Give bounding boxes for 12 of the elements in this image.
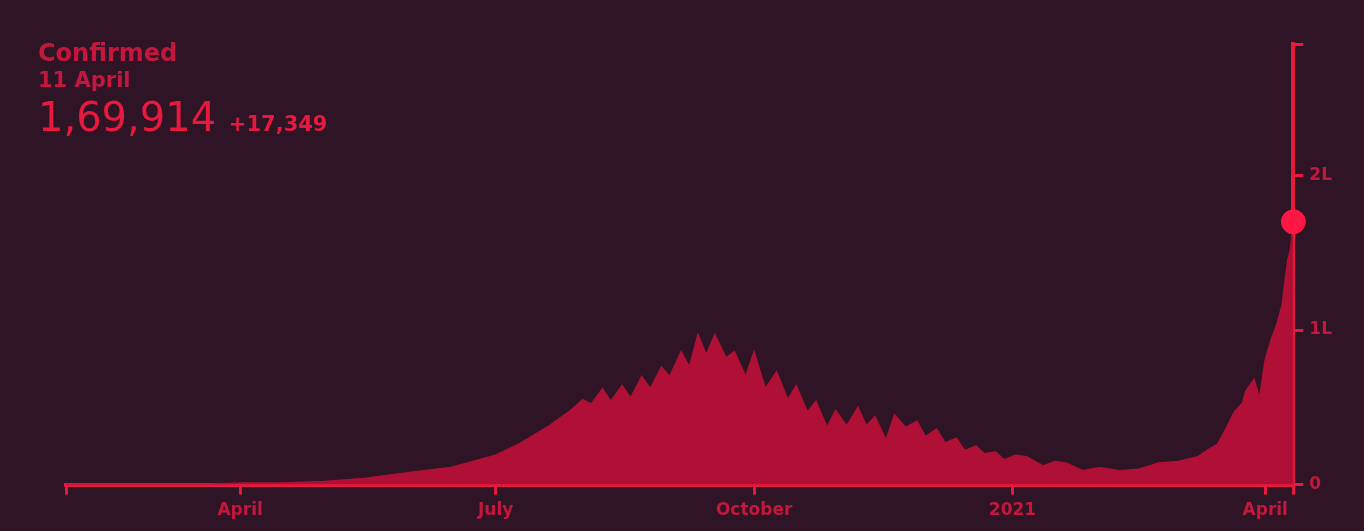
y-tick-label: 0 xyxy=(1309,473,1322,494)
text: 11 April xyxy=(38,67,132,92)
annotation: 1,69,914 xyxy=(38,93,217,140)
y-tick-label: 1L xyxy=(1309,318,1333,339)
x-tick-label: 2021 xyxy=(988,499,1037,520)
x-tick-label: July xyxy=(477,499,514,520)
x-tick-label: April xyxy=(1242,499,1288,520)
x-tick-label: October xyxy=(715,499,793,520)
annotation: +17,349 xyxy=(228,111,328,136)
y-tick-label: 2L xyxy=(1309,163,1333,184)
x-tick-label: April xyxy=(217,499,263,520)
chart-title: Confirmed xyxy=(38,39,179,68)
